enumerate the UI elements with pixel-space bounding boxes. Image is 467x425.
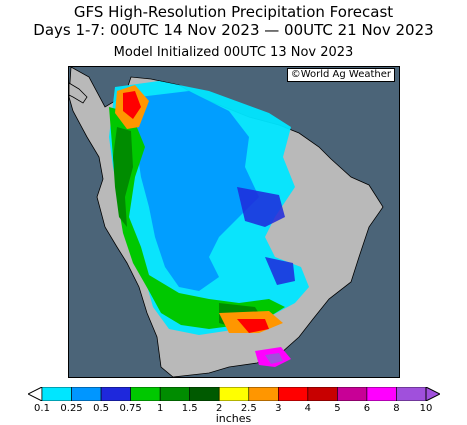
model-init-label: Model Initialized 00UTC 13 Nov 2023	[113, 45, 354, 60]
colorbar-units: inches	[215, 412, 252, 425]
precipitation-map: ©World Ag Weather	[68, 66, 400, 378]
colorbar-cell	[396, 387, 427, 401]
precip-dark-green	[113, 127, 265, 329]
colorbar-cell	[100, 387, 131, 401]
colorbar-max-arrow	[425, 387, 440, 401]
central-america	[69, 82, 88, 104]
colorbar-cell	[337, 387, 368, 401]
colorbar-tick-label: 10	[419, 403, 433, 414]
colorbar-cell	[366, 387, 397, 401]
colorbar-tick-label: 0.25	[60, 403, 83, 414]
colorbar-cell	[307, 387, 338, 401]
colorbar-tick-label: 8	[393, 403, 400, 414]
colorbar-tick-label: 4	[304, 403, 312, 414]
colorbar-cell	[189, 387, 220, 401]
precip-violet	[265, 353, 283, 364]
colorbar-tick-label: 3	[275, 403, 282, 414]
colorbar-tick-label: 1.5	[181, 403, 198, 414]
colorbar-tick-label: 2.5	[240, 403, 257, 414]
map-canvas	[69, 67, 399, 377]
forecast-period: Days 1-7: 00UTC 14 Nov 2023 — 00UTC 21 N…	[33, 21, 434, 39]
colorbar-tick-label: 6	[363, 403, 371, 414]
precip-heavy-blue	[237, 187, 295, 285]
colorbar-cell	[218, 387, 250, 401]
colorbar-tick-label: 0.75	[119, 403, 142, 414]
precip-green	[109, 107, 285, 329]
colorbar	[28, 387, 440, 401]
colorbar-cell	[278, 387, 309, 401]
map-title: GFS High-Resolution Precipitation Foreca…	[73, 3, 394, 21]
colorbar-tick-label: 5	[334, 403, 341, 414]
colorbar-cell	[159, 387, 190, 401]
precip-moderate	[135, 91, 259, 291]
colorbar-min-arrow	[28, 387, 43, 401]
colorbar-cell	[248, 387, 279, 401]
colorbar-tick-label: 1	[156, 403, 164, 414]
colorbar-cell	[41, 387, 72, 401]
colorbar-cell	[71, 387, 102, 401]
colorbar-cell	[130, 387, 161, 401]
credit-label: ©World Ag Weather	[286, 68, 395, 82]
colorbar-tick-label: 2	[216, 403, 223, 414]
colorbar-tick-label: 0.1	[34, 403, 50, 414]
colorbar-tick-label: 0.5	[93, 403, 110, 414]
